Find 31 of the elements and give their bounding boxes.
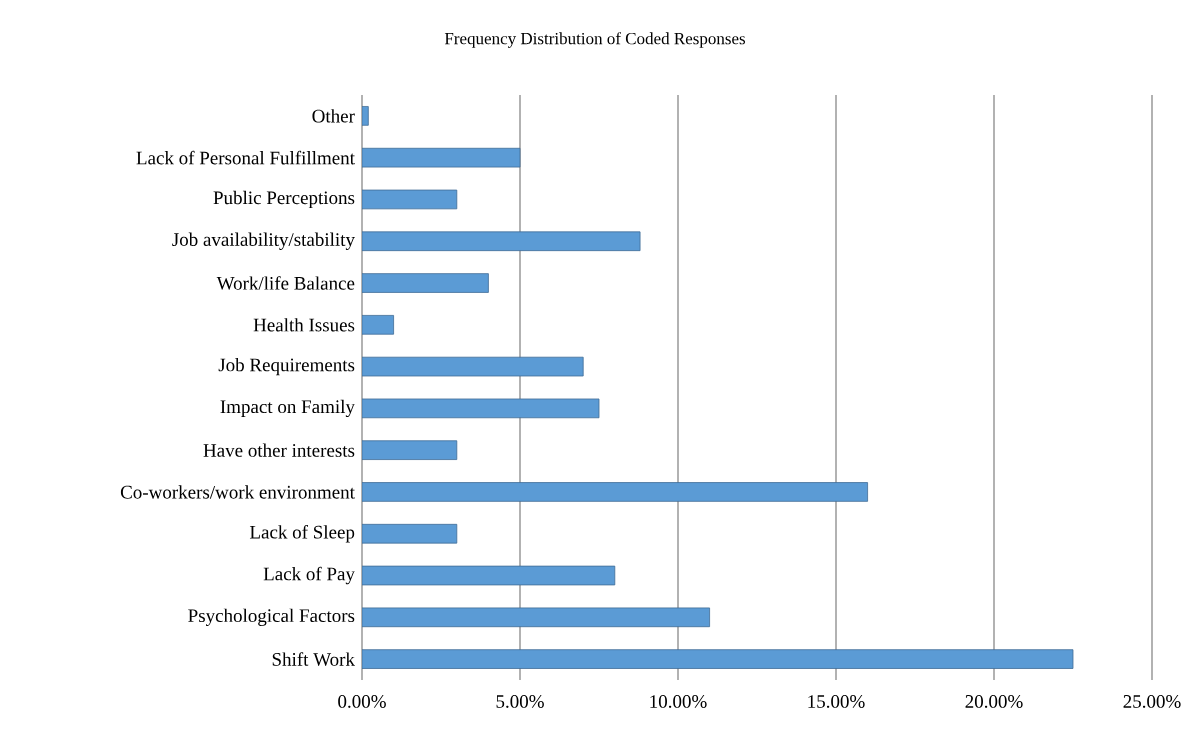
bar [362, 231, 641, 252]
chart-title: Frequency Distribution of Coded Responses [444, 32, 746, 48]
bar [362, 315, 395, 335]
x-tick-label: 15.00% [808, 695, 865, 708]
y-tick-label: Impact on Family [220, 399, 355, 418]
bar [362, 398, 600, 419]
bar [362, 440, 458, 460]
y-tick-label: Other [312, 109, 355, 123]
y-tick-label: Shift Work [272, 652, 355, 666]
y-tick-label: Work/life Balance [216, 276, 355, 290]
bar [362, 273, 489, 293]
y-tick-label: Lack of Personal Fulfillment [136, 150, 355, 165]
y-tick-label: Health Issues [253, 318, 355, 332]
bar [362, 482, 868, 502]
y-tick-label: Public Perceptions [213, 190, 355, 209]
bar [362, 565, 616, 586]
bar [362, 356, 584, 377]
x-tick-label: 10.00% [650, 695, 707, 708]
y-tick-label: Job Requirements [218, 357, 355, 376]
y-tick-label: Psychological Factors [188, 608, 355, 626]
x-tick-label: 5.00% [496, 695, 544, 708]
y-tick-label: Lack of Sleep [249, 525, 355, 543]
x-tick-label: 20.00% [965, 695, 1023, 708]
y-tick-label: Lack of Pay [263, 566, 355, 585]
y-tick-label: Co-workers/work environment [120, 485, 355, 499]
x-tick-label: 0.00% [338, 695, 386, 708]
bar [362, 607, 710, 628]
y-tick-label: Job availability/stability [172, 232, 355, 250]
bar [362, 649, 1074, 669]
x-tick-label: 25.00% [1123, 695, 1181, 708]
y-tick-label: Have other interests [203, 443, 355, 457]
